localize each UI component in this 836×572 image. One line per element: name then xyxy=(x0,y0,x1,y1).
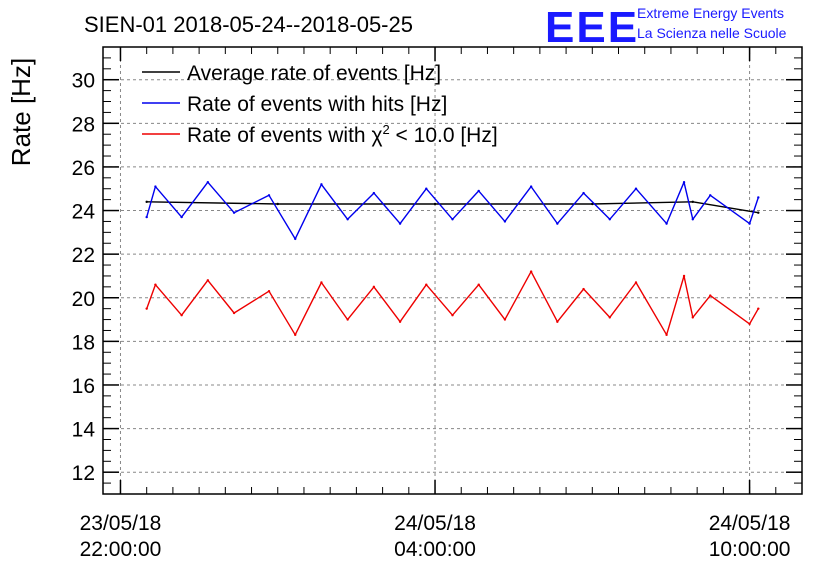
data-point xyxy=(267,290,271,293)
data-point xyxy=(591,202,594,206)
data-point xyxy=(145,200,148,204)
grid xyxy=(103,47,802,494)
data-point xyxy=(634,281,638,284)
data-point xyxy=(757,196,760,199)
x-tick-time: 10:00:00 xyxy=(709,538,791,561)
y-tick-label: 22 xyxy=(72,244,95,267)
chart-title: SIEN-01 2018-05-24--2018-05-25 xyxy=(84,12,413,37)
data-point xyxy=(665,333,668,337)
data-point xyxy=(608,316,611,319)
data-point xyxy=(757,211,760,214)
data-point xyxy=(398,222,402,225)
data-point xyxy=(608,218,611,221)
data-point xyxy=(682,274,686,278)
axis-ticks: 12 14 16 18 20 22 24 26 28 30 23/05/18 22:00:00 24/0… xyxy=(72,46,803,561)
data-point xyxy=(145,307,148,310)
data-point xyxy=(709,194,712,197)
data-point xyxy=(503,318,507,321)
data-point xyxy=(529,270,533,273)
y-tick-label: 26 xyxy=(72,157,95,180)
legend: Average rate of events [Hz] Rate of even… xyxy=(142,62,498,147)
y-tick-label: 30 xyxy=(72,70,95,93)
y-tick-label: 14 xyxy=(72,419,96,442)
x-tick-date: 23/05/18 xyxy=(80,512,162,535)
data-point xyxy=(294,333,297,337)
plot-frame xyxy=(102,46,803,495)
y-tick-label: 20 xyxy=(72,288,95,311)
data-point xyxy=(477,283,480,286)
data-point xyxy=(276,202,279,206)
y-tick-label: 28 xyxy=(72,113,95,136)
data-point xyxy=(267,194,271,197)
x-tick-time: 04:00:00 xyxy=(394,538,476,561)
data-point xyxy=(691,218,694,221)
data-point xyxy=(154,283,157,286)
data-point xyxy=(372,285,376,289)
data-point xyxy=(582,191,585,195)
y-tick-label: 16 xyxy=(72,375,95,398)
y-axis-label: Rate [Hz] xyxy=(6,58,36,166)
data-point xyxy=(206,180,210,184)
data-point xyxy=(556,320,559,323)
logo-line-2: La Scienza nelle Scuole xyxy=(637,25,787,41)
data-point xyxy=(398,320,402,323)
data-point xyxy=(691,200,694,204)
legend-label-chi2: Rate of events with χ2 < 10.0 [Hz] xyxy=(187,122,498,147)
x-tick-date: 24/05/18 xyxy=(394,512,476,535)
logo-line-1: Extreme Energy Events xyxy=(637,5,784,21)
legend-chi2-prefix: Rate of events with xyxy=(187,124,371,147)
x-tick-time: 22:00:00 xyxy=(80,538,162,561)
data-point xyxy=(709,294,712,297)
data-point xyxy=(232,311,236,315)
data-point xyxy=(503,220,507,223)
data-point xyxy=(180,215,183,219)
legend-label-hits: Rate of events with hits [Hz] xyxy=(187,93,447,116)
data-point xyxy=(320,281,323,284)
legend-chi2-suffix: < 10.0 [Hz] xyxy=(390,124,498,147)
data-point xyxy=(682,180,686,184)
data-point xyxy=(232,211,236,214)
x-tick-date: 24/05/18 xyxy=(709,512,791,535)
data-point xyxy=(433,202,437,206)
data-point xyxy=(748,322,751,326)
data-point xyxy=(425,187,428,190)
data-point xyxy=(180,314,183,317)
series-layer xyxy=(145,180,760,337)
data-point xyxy=(294,237,297,241)
y-tick-label: 18 xyxy=(72,331,95,354)
data-point xyxy=(206,279,210,282)
legend-label-average: Average rate of events [Hz] xyxy=(187,62,441,85)
data-point xyxy=(691,316,694,319)
legend-chi2-sup: 2 xyxy=(382,122,389,137)
data-point xyxy=(529,185,533,188)
series-line-hits xyxy=(146,181,759,240)
data-point xyxy=(451,314,454,317)
data-point xyxy=(154,185,157,188)
data-point xyxy=(556,222,559,225)
data-point xyxy=(665,222,668,225)
y-tick-label: 24 xyxy=(72,201,96,224)
data-point xyxy=(582,287,585,291)
data-point xyxy=(634,187,638,190)
data-point xyxy=(477,189,480,193)
y-tick-label: 12 xyxy=(72,462,95,485)
data-point xyxy=(748,222,751,225)
data-point xyxy=(425,283,428,286)
data-point xyxy=(757,307,760,310)
data-point xyxy=(346,318,349,321)
data-point xyxy=(145,215,148,219)
series-line-chi2 xyxy=(146,270,759,336)
data-point xyxy=(320,183,323,186)
data-point xyxy=(451,218,454,221)
data-point xyxy=(346,218,349,221)
legend-chi2-symbol: χ xyxy=(371,124,382,147)
eee-logo: EEE xyxy=(545,3,639,52)
data-point xyxy=(372,191,376,195)
